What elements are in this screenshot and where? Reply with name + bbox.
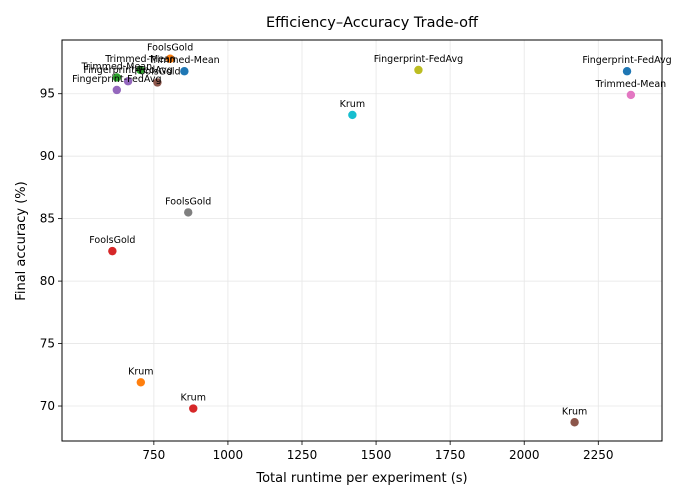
y-axis-label: Final accuracy (%) xyxy=(14,181,29,300)
x-tick-label: 2000 xyxy=(509,448,540,462)
x-tick-label: 2250 xyxy=(583,448,614,462)
y-axis-ticks: 70 75 80 85 90 95 xyxy=(40,87,62,413)
point-labels: FoolsGoldFingerprint-FedAvgTrimmed-MeanF… xyxy=(72,43,672,418)
x-axis-ticks: 750 1000 1250 1500 1750 2000 2250 xyxy=(142,441,614,462)
grid-lines xyxy=(62,40,662,441)
y-tick-label: 90 xyxy=(40,149,55,163)
data-point xyxy=(622,67,632,76)
data-point xyxy=(570,418,579,427)
data-point xyxy=(108,246,117,256)
point-label: FoolsGold xyxy=(147,43,193,54)
data-point xyxy=(180,67,189,76)
x-tick-label: 1000 xyxy=(213,448,244,462)
point-label: Fingerprint-FedAvg xyxy=(374,54,463,65)
y-tick-label: 70 xyxy=(40,399,55,413)
x-tick-label: 1500 xyxy=(361,448,392,462)
data-point xyxy=(184,208,193,217)
point-label: Fingerprint-FedAvg xyxy=(83,65,172,76)
point-label: Trimmed-Mean xyxy=(104,54,176,65)
point-label: Trimmed-Mean xyxy=(148,55,220,66)
y-tick-label: 95 xyxy=(40,87,55,101)
data-point xyxy=(136,378,146,387)
data-point xyxy=(153,78,162,87)
data-point xyxy=(112,85,122,95)
point-label: FoolsGold xyxy=(134,66,180,77)
y-tick-label: 75 xyxy=(40,337,55,351)
point-label: Krum xyxy=(128,366,153,377)
x-tick-label: 1750 xyxy=(435,448,466,462)
data-point xyxy=(136,65,145,75)
x-axis-label: Total runtime per experiment (s) xyxy=(255,471,467,486)
data-point xyxy=(123,77,133,86)
plot-frame xyxy=(61,39,663,442)
point-label: FoolsGold xyxy=(89,235,135,246)
data-points xyxy=(108,54,636,427)
point-label: FoolsGold xyxy=(165,196,211,207)
data-point xyxy=(414,65,423,75)
point-label: Krum xyxy=(340,99,365,110)
point-label: Trimmed-Mean xyxy=(80,61,152,72)
data-point xyxy=(165,54,175,63)
x-tick-label: 750 xyxy=(142,448,165,462)
y-tick-label: 85 xyxy=(40,212,55,226)
data-point xyxy=(348,110,357,120)
chart-title: Efficiency–Accuracy Trade-off xyxy=(266,15,479,31)
point-label: Fingerprint-FedAvg xyxy=(582,55,671,66)
point-label: Krum xyxy=(181,393,206,404)
point-label: Trimmed-Mean xyxy=(595,79,667,90)
data-point xyxy=(626,90,636,100)
x-tick-label: 1250 xyxy=(287,448,318,462)
data-point xyxy=(112,73,122,82)
data-point xyxy=(189,404,198,413)
point-label: Fingerprint-FedAvg xyxy=(72,74,161,85)
point-label: Krum xyxy=(562,406,587,417)
y-tick-label: 80 xyxy=(40,274,55,288)
